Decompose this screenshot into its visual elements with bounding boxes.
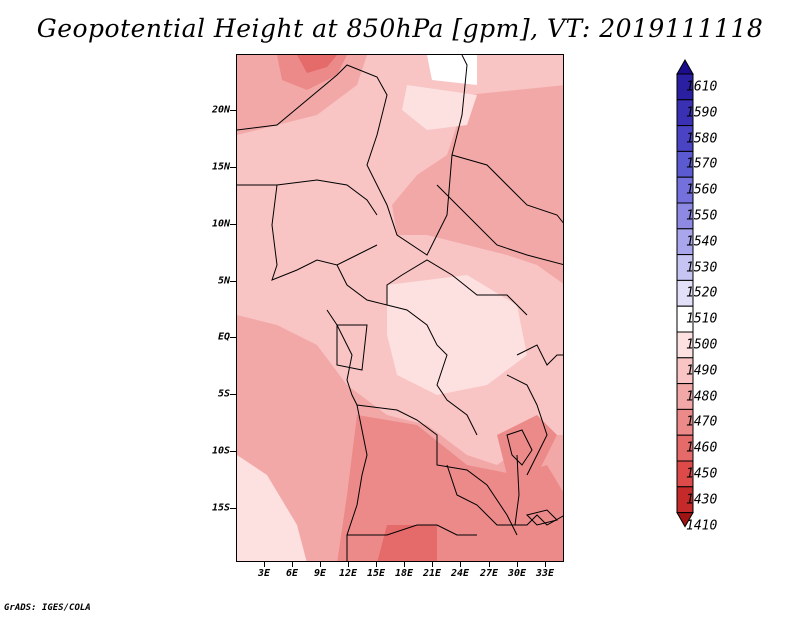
lon-label-27e: 27E [479,568,499,579]
lon-label-21e: 21E [422,568,442,579]
lon-tick [489,562,490,567]
colorbar-label: 1590 [686,105,718,121]
colorbar-label: 1500 [686,337,718,353]
credit-text: GrADS: IGES/COLA [4,603,91,613]
lon-label-24e: 24E [450,568,470,579]
lon-label-18e: 18E [394,568,414,579]
lon-tick [348,562,349,567]
colorbar-label: 1520 [686,285,718,301]
colorbar-label: 1410 [686,518,718,534]
height-field-map [237,55,563,561]
colorbar-label: 1570 [686,156,718,172]
lon-tick [404,562,405,567]
lat-tick [230,110,236,111]
lon-label-15e: 15E [366,568,386,579]
lat-label-15n: 15N [211,161,230,173]
lon-tick [292,562,293,567]
colorbar-label: 1470 [686,414,718,430]
lat-tick [230,224,236,225]
lat-label-10s: 10S [211,445,230,457]
colorbar-label: 1560 [686,182,718,198]
lat-tick [230,337,236,338]
lon-label-9e: 9E [313,568,327,579]
lon-tick [320,562,321,567]
colorbar [676,58,694,528]
colorbar-label: 1540 [686,234,718,250]
colorbar-label: 1530 [686,260,718,276]
colorbar-top-arrow [676,58,694,75]
colorbar-label: 1450 [686,466,718,482]
lat-label-eq: EQ [217,331,230,343]
lon-label-6e: 6E [285,568,299,579]
colorbar-label: 1460 [686,440,718,456]
lat-tick [230,167,236,168]
lon-tick [264,562,265,567]
map-panel [236,54,564,562]
lon-tick [376,562,377,567]
colorbar-label: 1580 [686,131,718,147]
lat-label-5n: 5N [217,275,230,287]
lat-tick [230,508,236,509]
chart-title: Geopotential Height at 850hPa [gpm], VT:… [36,14,764,43]
lat-label-10n: 10N [211,218,230,230]
colorbar-bottom-arrow [676,512,694,528]
lon-label-33e: 33E [535,568,555,579]
colorbar-label: 1550 [686,208,718,224]
lat-tick [230,281,236,282]
lon-tick [432,562,433,567]
colorbar-label: 1480 [686,389,718,405]
lon-label-12e: 12E [338,568,358,579]
lon-tick [460,562,461,567]
lon-label-3e: 3E [257,568,271,579]
colorbar-label: 1610 [686,79,718,95]
lon-tick [545,562,546,567]
lat-tick [230,451,236,452]
colorbar-label: 1430 [686,492,718,508]
lon-tick [517,562,518,567]
lon-label-30e: 30E [507,568,527,579]
colorbar-label: 1490 [686,363,718,379]
lat-label-15s: 15S [211,502,230,514]
colorbar-label: 1510 [686,311,718,327]
lat-label-5s: 5S [217,388,230,400]
lat-tick [230,394,236,395]
lat-label-20n: 20N [211,104,230,116]
